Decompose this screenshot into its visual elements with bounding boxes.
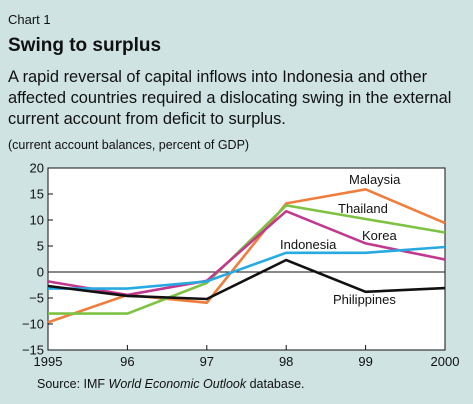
chart-number: Chart 1 [8, 12, 51, 27]
y-tick-label: 5 [37, 239, 44, 254]
y-tick-label: −15 [22, 343, 44, 358]
source-suffix: database. [246, 377, 305, 391]
series-label-malaysia: Malaysia [349, 172, 401, 187]
x-tick-label: 99 [358, 354, 372, 369]
series-label-philippines: Philippines [333, 292, 396, 307]
units-label: (current account balances, percent of GD… [8, 138, 250, 152]
chart-subtitle: A rapid reversal of capital inflows into… [8, 68, 452, 128]
series-line-philippines [47, 258, 446, 301]
series-line-indonesia [48, 245, 446, 290]
series-line-thailand [48, 204, 446, 315]
y-tick-label: 0 [37, 265, 44, 280]
series-line-malaysia [47, 187, 446, 324]
plot-area [47, 167, 446, 351]
x-tick-label: 1995 [34, 354, 63, 369]
series-label-indonesia: Indonesia [280, 237, 337, 252]
source-note: Source: IMF World Economic Outlook datab… [37, 377, 305, 391]
series-label-thailand: Thailand [338, 201, 388, 216]
source-publication: World Economic Outlook [108, 377, 247, 391]
source-prefix: Source: IMF [37, 377, 109, 391]
y-tick-label: 20 [30, 161, 44, 176]
x-tick-label: 96 [120, 354, 134, 369]
y-tick-label: −5 [29, 291, 44, 306]
y-tick-label: 10 [30, 213, 44, 228]
x-tick-label: 2000 [431, 354, 460, 369]
y-tick-label: 15 [30, 187, 44, 202]
y-tick-label: −10 [22, 317, 44, 332]
chart-title: Swing to surplus [8, 35, 162, 56]
x-tick-label: 97 [200, 354, 214, 369]
series-line-korea [47, 209, 446, 297]
series-label-korea: Korea [362, 228, 397, 243]
x-tick-label: 98 [279, 354, 293, 369]
